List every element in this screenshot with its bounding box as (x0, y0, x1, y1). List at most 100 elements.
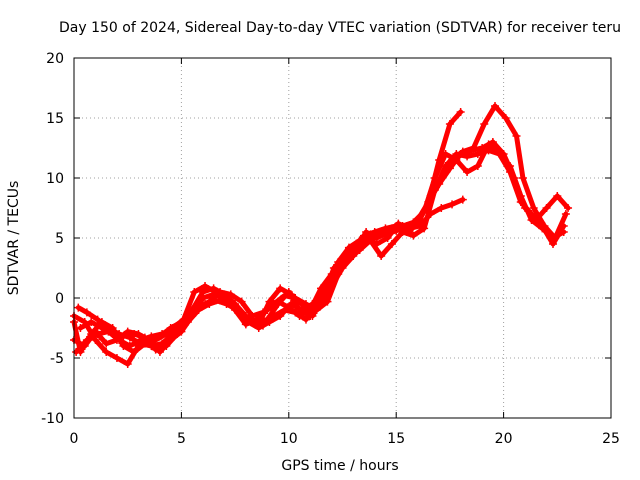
data-point-marker (392, 222, 401, 230)
data-point-marker (145, 336, 154, 344)
data-point-marker (424, 198, 433, 206)
data-point-marker (445, 164, 454, 173)
data-point-marker (123, 327, 132, 336)
x-tick-label: 5 (177, 431, 186, 447)
data-point-marker (448, 200, 457, 209)
data-point-marker (226, 290, 235, 299)
data-point-marker (344, 243, 353, 252)
data-point-marker (286, 290, 295, 299)
data-point-marker (409, 231, 418, 240)
data-point-marker (93, 315, 102, 324)
data-point-marker (564, 204, 573, 212)
data-point-marker (488, 138, 497, 146)
data-point-marker (87, 318, 96, 326)
y-tick-label: -5 (50, 351, 64, 367)
data-point-marker (158, 330, 167, 338)
data-point-marker (521, 204, 530, 212)
data-point-marker (295, 312, 304, 320)
data-point-marker (463, 168, 472, 176)
data-point-marker (97, 324, 106, 332)
axis-ticks: 0 5 10 15 20 25 -10 -5 0 5 10 15 20 (41, 51, 620, 447)
data-point-marker (387, 240, 396, 248)
data-point-marker (166, 336, 175, 344)
data-point-marker (112, 354, 121, 362)
data-point-marker (297, 300, 306, 308)
data-point-marker (301, 315, 310, 324)
data-point-marker (559, 222, 568, 230)
data-point-marker (381, 224, 390, 233)
data-point-marker (177, 327, 186, 336)
data-point-marker (327, 270, 336, 278)
data-point-marker (445, 120, 454, 128)
data-points (70, 102, 573, 368)
data-point-marker (201, 282, 210, 290)
data-point-marker (102, 348, 111, 356)
data-point-marker (377, 252, 386, 260)
data-point-marker (359, 231, 368, 240)
data-point-marker (130, 348, 139, 356)
data-point-marker (542, 204, 551, 212)
data-point-marker (480, 120, 489, 128)
data-point-marker (76, 324, 85, 332)
data-point-marker (426, 210, 435, 218)
data-point-marker (349, 246, 358, 254)
x-tick-label: 15 (387, 431, 405, 447)
data-point-marker (91, 327, 100, 336)
series-trace (71, 147, 567, 355)
data-point-marker (529, 204, 538, 212)
y-tick-label: 15 (46, 111, 64, 127)
data-point-marker (108, 330, 117, 338)
data-point-marker (441, 150, 450, 158)
y-tick-label: 0 (55, 291, 64, 307)
data-point-marker (518, 174, 527, 182)
series-trace (75, 197, 466, 349)
data-point-marker (549, 240, 558, 248)
series-track-4 (72, 102, 570, 356)
data-point-marker (402, 228, 411, 236)
data-point-marker (512, 132, 521, 140)
series-track-5 (76, 140, 568, 354)
x-tick-label: 0 (70, 431, 79, 447)
y-tick-label: 20 (46, 51, 64, 67)
data-point-marker (538, 222, 547, 230)
data-point-marker (458, 195, 467, 204)
data-point-marker (306, 306, 315, 314)
data-point-marker (82, 308, 91, 317)
data-point-marker (134, 330, 143, 338)
data-point-marker (553, 192, 562, 200)
data-point-marker (205, 300, 214, 308)
data-point-marker (231, 306, 240, 314)
data-point-marker (102, 339, 111, 348)
data-point-marker (155, 348, 164, 356)
data-point-marker (338, 255, 347, 264)
series-track-6 (70, 138, 573, 356)
data-point-marker (112, 336, 121, 344)
data-point-marker (252, 315, 261, 324)
chart-title: Day 150 of 2024, Sidereal Day-to-day VTE… (59, 20, 621, 36)
data-point-marker (168, 324, 177, 332)
data-point-marker (323, 297, 332, 306)
data-point-marker (413, 218, 422, 227)
data-point-marker (274, 297, 283, 306)
data-point-marker (510, 174, 519, 182)
data-point-marker (125, 342, 134, 350)
data-point-marker (284, 303, 293, 312)
data-point-marker (491, 102, 500, 110)
data-point-marker (420, 224, 429, 233)
data-point-marker (531, 216, 540, 224)
data-point-marker (198, 294, 207, 302)
data-point-marker (437, 204, 446, 212)
x-tick-label: 10 (280, 431, 298, 447)
data-point-marker (179, 315, 188, 324)
data-point-marker (499, 150, 508, 158)
data-point-marker (456, 108, 465, 116)
data-point-marker (473, 162, 482, 170)
data-point-marker (190, 288, 199, 296)
data-point-marker (317, 284, 326, 293)
x-tick-label: 25 (602, 431, 620, 447)
data-point-marker (237, 297, 246, 306)
y-axis-label: SDTVAR / TECUs (6, 181, 22, 296)
data-point-marker (259, 321, 268, 330)
grid-lines (74, 58, 611, 418)
data-point-marker (265, 297, 274, 306)
